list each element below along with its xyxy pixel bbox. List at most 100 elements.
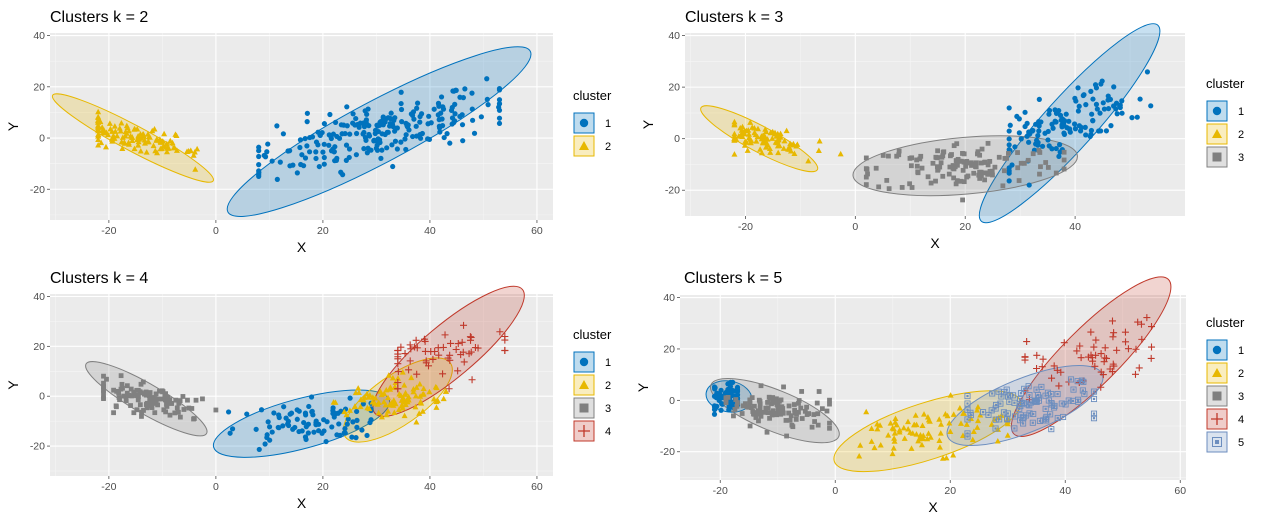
data-point xyxy=(379,147,385,153)
data-point xyxy=(892,415,899,421)
data-point xyxy=(763,405,769,411)
data-point xyxy=(749,395,755,401)
data-point xyxy=(339,131,345,137)
data-point xyxy=(1038,363,1046,371)
series-3 xyxy=(863,140,1067,203)
x-tick-label: -20 xyxy=(738,221,753,233)
data-point xyxy=(280,423,286,429)
data-point xyxy=(134,125,141,132)
data-point xyxy=(745,131,752,137)
data-point xyxy=(758,413,764,419)
data-point xyxy=(141,140,148,146)
data-point xyxy=(1066,118,1072,124)
chart-title: Clusters k = 4 xyxy=(50,270,148,287)
data-point xyxy=(426,388,433,395)
data-point xyxy=(193,397,199,403)
data-point xyxy=(1090,343,1098,351)
data-point xyxy=(402,401,409,408)
data-point xyxy=(967,415,974,422)
data-point xyxy=(119,134,126,140)
data-point xyxy=(1134,318,1142,326)
legend-marker xyxy=(1212,152,1222,162)
data-point xyxy=(134,136,141,142)
data-point xyxy=(135,387,141,393)
data-point xyxy=(256,170,262,176)
data-point xyxy=(775,149,782,156)
data-point xyxy=(333,157,340,164)
data-point xyxy=(438,94,445,100)
data-point xyxy=(112,128,119,134)
data-point xyxy=(783,417,789,423)
data-point xyxy=(1015,150,1020,155)
data-point xyxy=(390,163,396,170)
data-point xyxy=(960,167,966,173)
data-point xyxy=(925,174,931,180)
y-tick-label: 40 xyxy=(33,291,45,303)
data-point xyxy=(433,398,440,405)
data-point xyxy=(163,140,170,147)
data-point xyxy=(421,337,429,345)
data-point xyxy=(398,100,404,107)
data-point xyxy=(200,396,205,402)
data-point xyxy=(1056,153,1062,160)
x-tick-label: -20 xyxy=(713,485,728,497)
data-point xyxy=(154,149,161,156)
data-point xyxy=(321,154,327,161)
data-point xyxy=(711,411,718,417)
data-point xyxy=(304,143,310,149)
legend-title: cluster xyxy=(1206,76,1245,91)
data-point xyxy=(394,346,402,354)
data-point xyxy=(403,120,409,126)
data-point xyxy=(384,145,390,151)
data-point xyxy=(478,114,484,120)
data-point xyxy=(301,163,307,169)
data-point xyxy=(804,412,810,417)
data-point xyxy=(440,395,447,402)
data-point xyxy=(383,386,390,393)
series-1 xyxy=(225,394,374,453)
data-point xyxy=(375,128,381,135)
data-point xyxy=(266,424,273,430)
data-point xyxy=(163,391,169,397)
data-point xyxy=(1075,108,1081,114)
data-point xyxy=(827,425,832,431)
data-point xyxy=(740,403,746,409)
data-point xyxy=(718,407,724,413)
data-point xyxy=(261,152,267,159)
data-point xyxy=(433,404,440,410)
data-point xyxy=(1006,142,1012,148)
data-point xyxy=(394,385,402,393)
data-point xyxy=(1110,329,1118,337)
data-point xyxy=(1061,166,1067,172)
data-point xyxy=(939,154,945,160)
data-point xyxy=(271,410,277,416)
data-point xyxy=(1091,362,1099,370)
data-point xyxy=(469,117,476,123)
data-point xyxy=(413,370,421,378)
data-point xyxy=(294,416,300,422)
data-point xyxy=(1055,382,1063,390)
data-point xyxy=(757,409,762,415)
data-point xyxy=(181,407,187,412)
data-point xyxy=(1101,106,1108,112)
data-point xyxy=(280,131,286,137)
data-point xyxy=(970,428,977,434)
data-point xyxy=(770,395,776,400)
legend-item-1: 1 xyxy=(1206,100,1244,122)
data-point xyxy=(1053,145,1059,152)
data-point xyxy=(1006,136,1012,142)
data-point xyxy=(167,412,173,418)
data-point xyxy=(323,438,329,445)
data-point xyxy=(111,410,116,416)
data-point xyxy=(354,408,360,415)
data-point xyxy=(757,399,763,404)
data-point xyxy=(397,343,405,351)
data-point xyxy=(890,425,897,432)
data-point xyxy=(1087,328,1095,336)
data-point xyxy=(1072,95,1078,101)
data-point xyxy=(772,400,778,405)
data-point xyxy=(401,350,409,358)
data-point xyxy=(342,430,348,436)
data-point xyxy=(1143,314,1151,322)
legend-marker xyxy=(1212,345,1222,355)
